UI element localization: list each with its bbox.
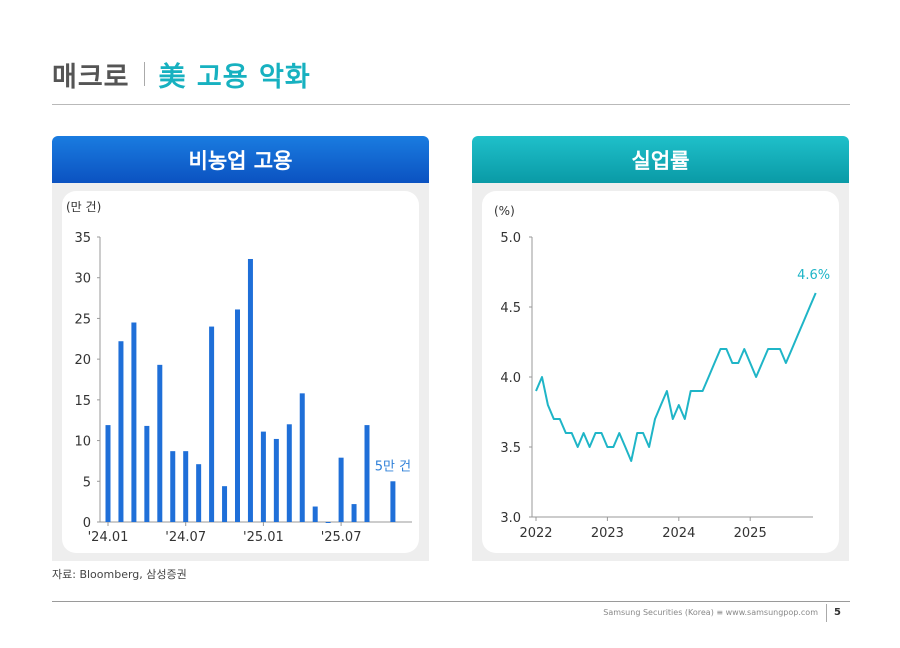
bar-y-tick-label: 25 xyxy=(74,312,91,327)
unemployment-series-line xyxy=(535,292,817,462)
bar-y-tick-label: 5 xyxy=(83,475,91,490)
bar xyxy=(131,322,137,522)
bar xyxy=(209,326,215,522)
bar-y-tick-label: 10 xyxy=(74,435,91,450)
bar xyxy=(170,451,176,522)
unemployment-panel: (%) 3.0 3.5 4.0 4.5 5.0 2022 2023 2024 2025 4.6% xyxy=(472,183,849,561)
bar xyxy=(286,424,292,522)
page-header: 매크로 美 고용 악화 xyxy=(52,52,311,96)
footer-rule xyxy=(52,601,850,602)
line-y-tick-label: 4.5 xyxy=(500,301,521,316)
line-annotation: 4.6% xyxy=(797,268,830,283)
header-rule xyxy=(52,104,850,105)
bar xyxy=(312,506,318,522)
bar xyxy=(260,431,266,522)
bar xyxy=(105,425,111,522)
nfp-chart-card: (만 건) 0 5 10 15 20 25 30 35 '24.01 '24.07 '25.01 '25… xyxy=(62,191,419,553)
line-y-tick-label: 5.0 xyxy=(500,231,521,246)
bar xyxy=(325,522,331,523)
bar-annotation: 5만 건 xyxy=(375,459,411,474)
nfp-panel: (만 건) 0 5 10 15 20 25 30 35 '24.01 '24.07 '25.01 '25… xyxy=(52,183,429,561)
bar-y-tick-label: 30 xyxy=(74,272,91,287)
section-label: 매크로 xyxy=(52,61,130,93)
bar xyxy=(351,504,357,522)
bar-x-tick-label: '24.01 xyxy=(88,530,129,545)
bar-y-axis-label: (만 건) xyxy=(66,200,101,214)
bar xyxy=(299,393,305,522)
nfp-bar-chart: (만 건) 0 5 10 15 20 25 30 35 '24.01 '24.07 '25.01 '25… xyxy=(66,200,412,545)
bar xyxy=(247,258,253,522)
bar xyxy=(273,438,279,522)
bar-y-tick-label: 20 xyxy=(74,353,91,368)
bar-x-tick-label: '24.07 xyxy=(165,530,206,545)
line-y-tick-label: 3.0 xyxy=(500,511,521,526)
page-title: 美 고용 악화 xyxy=(158,61,311,93)
bar-y-tick-label: 15 xyxy=(74,394,91,409)
bar-x-tick-label: '25.07 xyxy=(321,530,362,545)
bar xyxy=(390,481,396,522)
unemployment-line-chart: (%) 3.0 3.5 4.0 4.5 5.0 2022 2023 2024 2025 4.6% xyxy=(494,204,830,541)
bar xyxy=(364,425,370,522)
bar xyxy=(157,364,163,522)
bar-x-tick-label: '25.01 xyxy=(243,530,284,545)
footer-divider xyxy=(826,604,827,622)
line-x-tick-label: 2022 xyxy=(519,526,552,541)
footer-text: Samsung Securities (Korea) ≡ www.samsung… xyxy=(603,608,818,617)
bar xyxy=(338,457,344,522)
bar xyxy=(144,425,150,522)
unemployment-chart-card: (%) 3.0 3.5 4.0 4.5 5.0 2022 2023 2024 2025 4.6% xyxy=(482,191,839,553)
bar xyxy=(196,464,202,522)
bar xyxy=(118,341,124,522)
line-y-tick-label: 4.0 xyxy=(500,371,521,386)
line-x-tick-label: 2023 xyxy=(591,526,624,541)
line-x-tick-label: 2024 xyxy=(662,526,695,541)
source-note: 자료: Bloomberg, 삼성증권 xyxy=(52,568,187,581)
bar-y-tick-label: 0 xyxy=(83,516,91,531)
bar-y-tick-label: 35 xyxy=(74,231,91,246)
nfp-panel-title: 비농업 고용 xyxy=(52,136,429,183)
title-divider xyxy=(143,62,145,86)
line-x-tick-label: 2025 xyxy=(734,526,767,541)
bar xyxy=(183,451,189,522)
bar xyxy=(235,309,240,522)
page-number: 5 xyxy=(834,607,841,618)
line-y-axis-label: (%) xyxy=(494,204,515,218)
unemployment-panel-title: 실업률 xyxy=(472,136,849,183)
bar xyxy=(222,486,228,522)
line-y-tick-label: 3.5 xyxy=(500,441,521,456)
